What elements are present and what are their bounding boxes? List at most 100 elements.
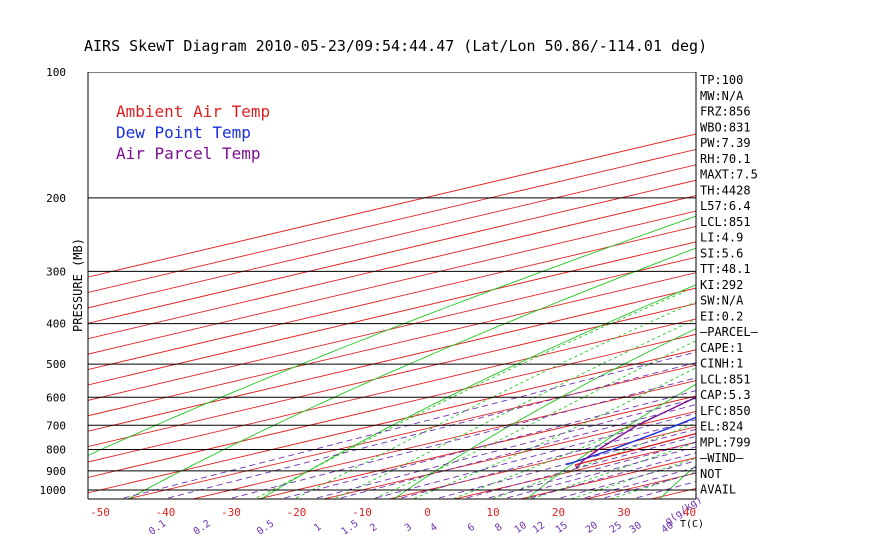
mixing-ratio-tick-label: 0.5 xyxy=(255,518,276,537)
mixing-ratio-line xyxy=(433,428,696,499)
bottom-temp-tick-label: -20 xyxy=(287,506,307,519)
bottom-temp-tick-label: 20 xyxy=(552,506,565,519)
mixing-ratio-line xyxy=(501,446,696,499)
y-axis-label: PRESSURE (MB) xyxy=(71,238,85,332)
pressure-tick-label: 400 xyxy=(46,318,66,331)
isotherm-line xyxy=(88,303,696,448)
mixing-ratio-tick-label: 10 xyxy=(513,520,529,536)
mixing-ratio-line xyxy=(483,441,696,499)
index-label: LI:4.9 xyxy=(700,231,743,245)
isotherm-line xyxy=(88,333,696,478)
mixing-ratio-lines xyxy=(118,351,696,499)
isotherm-line xyxy=(88,349,696,494)
isotherm-line xyxy=(452,441,696,499)
isotherm-line xyxy=(88,148,696,293)
index-label: PW:7.39 xyxy=(700,136,751,150)
isotherm-line xyxy=(88,241,696,386)
mixing-ratio-tick-label: 12 xyxy=(531,520,547,536)
pressure-tick-label: 300 xyxy=(46,265,66,278)
mixing-ratio-line xyxy=(279,390,696,499)
mixing-ratio-tick-label: 8 xyxy=(493,522,504,534)
moist-adiabat-line xyxy=(371,340,696,499)
isobar-lines xyxy=(88,72,696,491)
mixing-ratio-line xyxy=(118,351,696,499)
pressure-tick-label: 1000 xyxy=(40,484,67,497)
bottom-temp-tick-label: 30 xyxy=(617,506,630,519)
bottom-temp-tick-label: 0 xyxy=(424,506,431,519)
index-label: AVAIL xyxy=(700,483,736,497)
mixing-ratio-axis: 0.1 0.2 0.5 1 1.5 2 3 4 6 8 10 12 15 20 25 30 40 xyxy=(147,518,676,537)
mixing-ratio-line xyxy=(226,377,696,499)
isotherm-line xyxy=(88,318,696,463)
sounding-series xyxy=(566,396,696,469)
mixing-ratio-tick-label: 25 xyxy=(608,520,624,536)
index-label: TH:4428 xyxy=(700,183,751,197)
pressure-tick-label: 800 xyxy=(46,443,66,456)
mixing-ratio-tick-label: 20 xyxy=(584,520,600,536)
bottom-temp-tick-label: -30 xyxy=(221,506,241,519)
moist-adiabat-line xyxy=(411,367,696,499)
mixing-ratio-tick-label: 15 xyxy=(554,520,570,536)
bottom-temp-tick-label: 10 xyxy=(486,506,499,519)
index-label: CINH:1 xyxy=(700,357,743,371)
pressure-axis: 100 200 300 400 500 600 700 800 900 1000 xyxy=(40,66,67,497)
index-label: SI:5.6 xyxy=(700,246,743,260)
mixing-ratio-tick-label: 1 xyxy=(312,522,323,534)
pressure-tick-label: 200 xyxy=(46,192,66,205)
index-label: MAXT:7.5 xyxy=(700,168,758,182)
mixing-ratio-line xyxy=(370,412,696,499)
mixing-ratio-tick-label: 1.5 xyxy=(340,518,361,537)
legend-item: Air Parcel Temp xyxy=(116,144,261,163)
mixing-ratio-tick-label: 6 xyxy=(466,522,477,534)
index-label: LFC:850 xyxy=(700,404,751,418)
index-label: EI:0.2 xyxy=(700,309,743,323)
isotherm-line xyxy=(88,133,696,278)
isotherm-line xyxy=(125,364,696,499)
mixing-ratio-line xyxy=(335,404,696,499)
dry-adiabat-line xyxy=(791,53,870,501)
mixing-ratio-tick-label: 0.1 xyxy=(147,518,168,537)
pressure-tick-label: 700 xyxy=(46,419,66,432)
moist-adiabat-line xyxy=(332,318,696,499)
moist-adiabat-line xyxy=(253,291,686,499)
index-label: EL:824 xyxy=(700,420,743,434)
mixing-ratio-line xyxy=(524,452,696,499)
moist-adiabat-line xyxy=(529,441,696,499)
index-label: TP:100 xyxy=(700,73,743,87)
isotherm-line xyxy=(88,272,696,417)
index-label: —PARCEL— xyxy=(700,325,759,339)
index-label: NOT xyxy=(700,467,722,481)
index-label: L57:6.4 xyxy=(700,199,751,213)
index-label: LCL:851 xyxy=(700,372,751,386)
mixing-ratio-tick-label: 4 xyxy=(428,522,439,534)
isotherm-line xyxy=(88,164,696,309)
pressure-tick-label: 100 xyxy=(46,66,66,79)
isotherm-line xyxy=(88,287,696,432)
index-label: SW:N/A xyxy=(700,294,744,308)
mixing-ratio-line xyxy=(162,362,696,499)
index-label: MPL:799 xyxy=(700,435,751,449)
index-label: CAP:5.3 xyxy=(700,388,751,402)
plot-grid xyxy=(88,53,870,501)
bottom-temp-tick-label: -50 xyxy=(90,506,110,519)
isotherm-line xyxy=(88,226,696,370)
bottom-temp-tick-label: 40 xyxy=(683,506,696,519)
mixing-ratio-line xyxy=(461,435,696,499)
pressure-tick-label: 600 xyxy=(46,391,66,404)
mixing-ratio-line xyxy=(311,398,696,499)
index-label: WBO:831 xyxy=(700,120,751,134)
series-line xyxy=(566,416,696,466)
series-line xyxy=(576,396,696,469)
isotherm-line xyxy=(256,395,696,499)
dry-adiabat-line xyxy=(393,328,696,499)
index-label: —WIND— xyxy=(700,451,744,465)
pressure-tick-label: 500 xyxy=(46,358,66,371)
plot-frame xyxy=(87,72,697,500)
isotherm-line xyxy=(321,410,696,499)
index-label: LCL:851 xyxy=(700,215,751,229)
mixing-ratio-line xyxy=(554,460,696,499)
legend-item: Ambient Air Temp xyxy=(116,102,270,121)
dry-adiabat-line xyxy=(526,383,696,499)
index-label: FRZ:856 xyxy=(700,105,751,119)
mixing-ratio-line xyxy=(396,419,696,499)
